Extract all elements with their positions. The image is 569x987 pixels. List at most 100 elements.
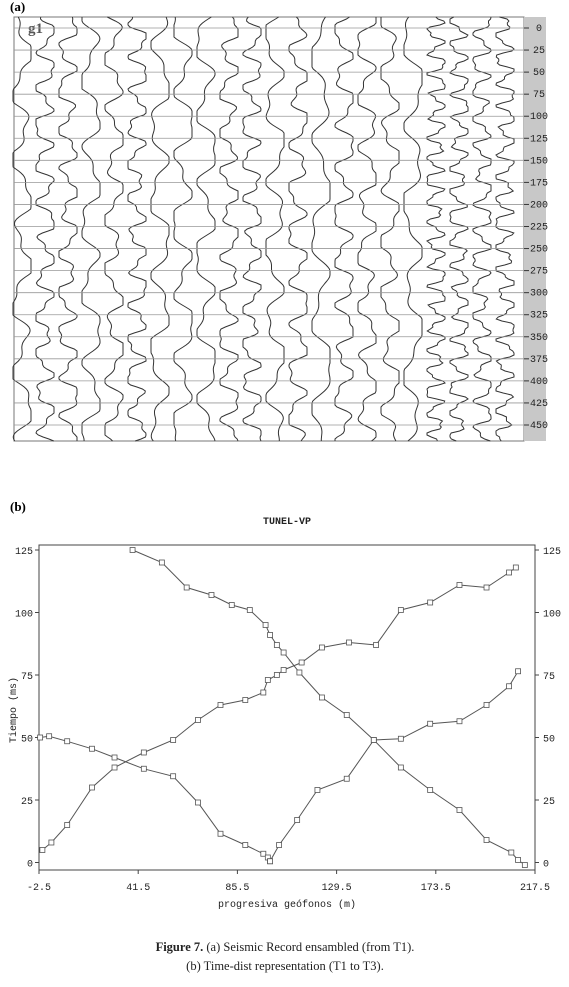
trace <box>150 16 170 442</box>
point <box>37 734 44 741</box>
x-tick-label: 85.5 <box>225 883 249 894</box>
time-tick-label: 200 <box>530 200 548 211</box>
y-tick-label: 100 <box>15 610 33 621</box>
point <box>158 559 165 566</box>
trace <box>12 16 32 442</box>
point <box>343 775 350 782</box>
point <box>111 754 118 761</box>
time-tick-label: 450 <box>530 421 548 432</box>
point <box>140 765 147 772</box>
point <box>262 622 269 628</box>
time-tick-label: 350 <box>530 333 548 344</box>
trace <box>380 17 400 442</box>
time-strip <box>524 17 546 441</box>
point <box>294 817 301 823</box>
point <box>264 677 271 683</box>
time-tick-label: 325 <box>530 311 548 322</box>
y2-tick-label: 100 <box>543 610 561 621</box>
point <box>508 849 515 856</box>
point <box>129 547 136 553</box>
chart-title: TUNEL-VP <box>263 517 311 528</box>
point <box>89 784 95 791</box>
trace <box>219 16 239 442</box>
trace <box>334 16 354 441</box>
time-tick-label: 275 <box>530 267 548 278</box>
trace <box>288 16 308 442</box>
point <box>170 737 177 743</box>
trace <box>196 16 216 442</box>
point <box>427 787 434 793</box>
y2-tick-label: 25 <box>543 797 555 808</box>
series-line <box>132 549 526 866</box>
point <box>208 592 215 598</box>
point <box>427 599 434 606</box>
trace <box>242 16 262 442</box>
seismic-frame <box>13 16 525 442</box>
seismic-traces <box>12 16 515 442</box>
caption-text: (a) Seismic Record ensambled (from T1). … <box>186 940 415 973</box>
plot-frame <box>38 544 536 871</box>
point <box>506 683 512 690</box>
time-tick-label: 425 <box>530 399 548 410</box>
trace <box>403 16 423 442</box>
trace <box>472 16 492 442</box>
y-tick-label: 50 <box>21 735 33 746</box>
time-tick-label: 300 <box>530 289 548 300</box>
point <box>483 837 490 843</box>
time-tick-label: 100 <box>530 112 548 123</box>
point <box>456 718 463 725</box>
point <box>267 858 273 865</box>
point <box>242 697 249 703</box>
trace <box>426 16 446 442</box>
point <box>319 694 325 701</box>
y-axis-label: Tiempo (ms) <box>8 677 20 743</box>
y2-tick-label: 75 <box>543 672 555 683</box>
x-tick-label: 129.5 <box>322 883 352 894</box>
point <box>370 737 377 743</box>
time-tick-label: 375 <box>530 355 548 366</box>
point <box>298 659 305 666</box>
figure: (a) g1 (b) TUNEL-VP progresiva geófonos … <box>8 0 561 911</box>
panel-label: (b) <box>10 499 26 514</box>
trace <box>173 16 193 442</box>
trace <box>311 16 331 441</box>
trace <box>81 17 101 442</box>
time-tick-label: 75 <box>533 90 545 101</box>
series-line <box>42 567 517 851</box>
time-tick-label: 250 <box>530 245 548 256</box>
point <box>373 642 379 648</box>
x-tick-label: 217.5 <box>520 883 550 894</box>
point <box>183 584 190 591</box>
point <box>217 830 224 837</box>
point <box>217 702 224 708</box>
point <box>346 639 352 646</box>
point <box>273 672 280 678</box>
x-axis-label: progresiva geófonos (m) <box>218 899 356 911</box>
point <box>228 602 235 608</box>
point <box>296 669 303 676</box>
trace <box>357 17 377 442</box>
point <box>512 564 519 571</box>
point <box>397 764 404 771</box>
series-line <box>40 735 271 862</box>
point <box>89 745 95 752</box>
y-tick-label: 25 <box>21 797 33 808</box>
trace <box>449 16 469 442</box>
point <box>314 787 321 793</box>
y-tick-label: 125 <box>15 547 33 558</box>
trace <box>265 16 285 441</box>
point <box>267 632 273 638</box>
point <box>515 857 521 863</box>
point <box>111 764 118 771</box>
point <box>397 607 404 613</box>
point <box>343 712 350 718</box>
point <box>273 642 280 648</box>
trace <box>127 16 147 442</box>
time-tick-label: 400 <box>530 377 548 388</box>
point <box>140 749 147 756</box>
time-tick-label: 175 <box>530 178 548 189</box>
y2-tick-label: 125 <box>543 547 561 558</box>
x-tick-label: 173.5 <box>421 883 451 894</box>
y-tick-label: 75 <box>21 672 33 683</box>
time-tick-label: 25 <box>533 46 545 57</box>
